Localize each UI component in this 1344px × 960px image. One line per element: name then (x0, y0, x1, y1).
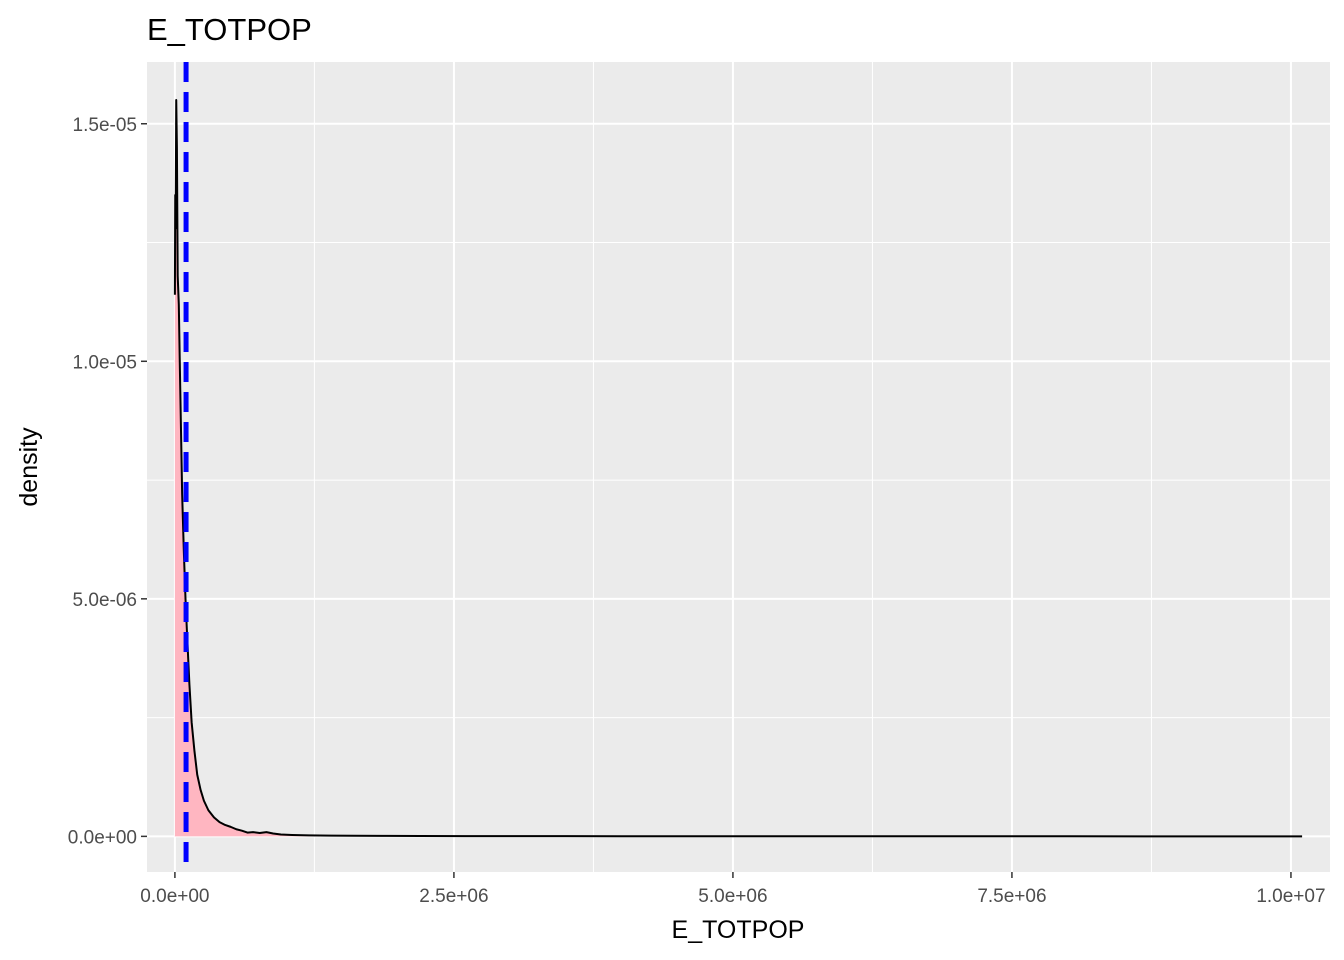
x-tick-label: 5.0e+06 (698, 886, 767, 907)
plot-panel (147, 62, 1330, 872)
y-tick-label: 5.0e-06 (73, 590, 137, 611)
y-axis: 0.0e+00 5.0e-06 1.0e-05 1.5e-05 (68, 115, 147, 848)
x-tick-label: 7.5e+06 (977, 886, 1046, 907)
x-axis-title: E_TOTPOP (672, 916, 805, 944)
data-layer (173, 62, 1303, 872)
minor-gridlines (147, 62, 1330, 872)
y-axis-title: density (15, 427, 43, 507)
plot-title: E_TOTPOP (147, 12, 312, 47)
x-tick-label: 0.0e+00 (140, 886, 209, 907)
x-axis: 0.0e+00 2.5e+06 5.0e+06 7.5e+06 1.0e+07 (140, 872, 1326, 907)
x-tick-label: 1.0e+07 (1256, 886, 1325, 907)
y-tick-label: 1.0e-05 (73, 352, 137, 373)
x-tick-label: 2.5e+06 (419, 886, 488, 907)
y-tick-label: 0.0e+00 (68, 827, 137, 848)
density-line (173, 99, 1303, 838)
y-tick-label: 1.5e-05 (73, 115, 137, 136)
